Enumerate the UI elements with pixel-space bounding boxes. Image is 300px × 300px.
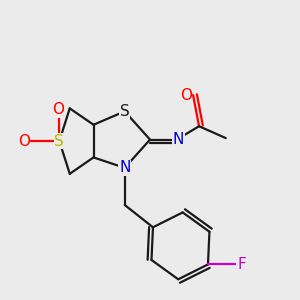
Text: O: O bbox=[180, 88, 192, 103]
Text: O: O bbox=[52, 102, 64, 117]
Text: S: S bbox=[120, 104, 130, 119]
Text: S: S bbox=[55, 134, 64, 148]
Text: N: N bbox=[119, 160, 130, 175]
Text: O: O bbox=[18, 134, 30, 148]
Text: N: N bbox=[172, 132, 184, 147]
Text: F: F bbox=[237, 257, 246, 272]
